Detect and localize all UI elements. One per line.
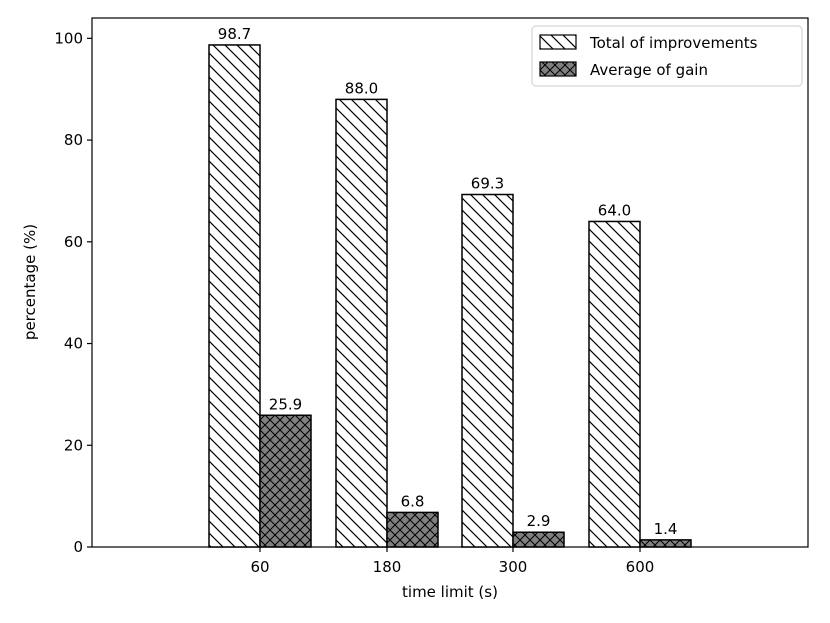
legend-frame — [531, 25, 803, 87]
x-tick-label: 60 — [250, 558, 269, 576]
bar-average-of-gain — [386, 511, 439, 548]
axes-frame — [91, 17, 809, 548]
bar-average-of-gain — [639, 539, 692, 548]
bar-labels: 98.7 25.9 88.0 6.8 69.3 2.9 64.0 1.4 — [218, 25, 678, 538]
bar-total-of-improvements — [461, 193, 514, 548]
data-label: 64.0 — [598, 201, 631, 219]
x-tick-label: 300 — [499, 558, 528, 576]
data-label: 2.9 — [527, 512, 551, 530]
legend-swatch-average-of-gain — [539, 61, 577, 77]
data-label: 6.8 — [401, 492, 425, 510]
bar-average-of-gain — [512, 531, 565, 548]
y-tick-label: 100 — [54, 29, 83, 47]
legend-label-total-of-improvements: Total of improvements — [589, 34, 758, 52]
y-tick-label: 80 — [64, 131, 83, 149]
x-tick-label: 180 — [373, 558, 402, 576]
y-axis: 0 20 40 60 80 100 — [54, 29, 92, 556]
x-axis-title: time limit (s) — [402, 583, 498, 601]
bar-total-of-improvements — [588, 220, 641, 548]
y-tick-label: 0 — [73, 538, 83, 556]
plot-area — [91, 17, 809, 548]
data-label: 25.9 — [269, 395, 302, 413]
data-label: 1.4 — [654, 520, 678, 538]
bar-total-of-improvements — [208, 44, 261, 548]
x-axis: 60 180 300 600 — [250, 547, 654, 576]
legend: Total of improvements Average of gain — [531, 25, 803, 87]
y-tick-label: 40 — [64, 335, 83, 353]
bar-total-of-improvements — [335, 98, 388, 548]
bars — [208, 44, 692, 548]
y-axis-title: percentage (%) — [21, 224, 39, 340]
legend-swatch-total-of-improvements — [539, 34, 577, 50]
y-tick-label: 60 — [64, 233, 83, 251]
bar-average-of-gain — [259, 414, 312, 548]
data-label: 98.7 — [218, 25, 251, 43]
legend-label-average-of-gain: Average of gain — [590, 61, 708, 79]
x-tick-label: 600 — [626, 558, 655, 576]
data-label: 88.0 — [345, 79, 378, 97]
y-tick-label: 20 — [64, 436, 83, 454]
data-label: 69.3 — [471, 175, 504, 193]
